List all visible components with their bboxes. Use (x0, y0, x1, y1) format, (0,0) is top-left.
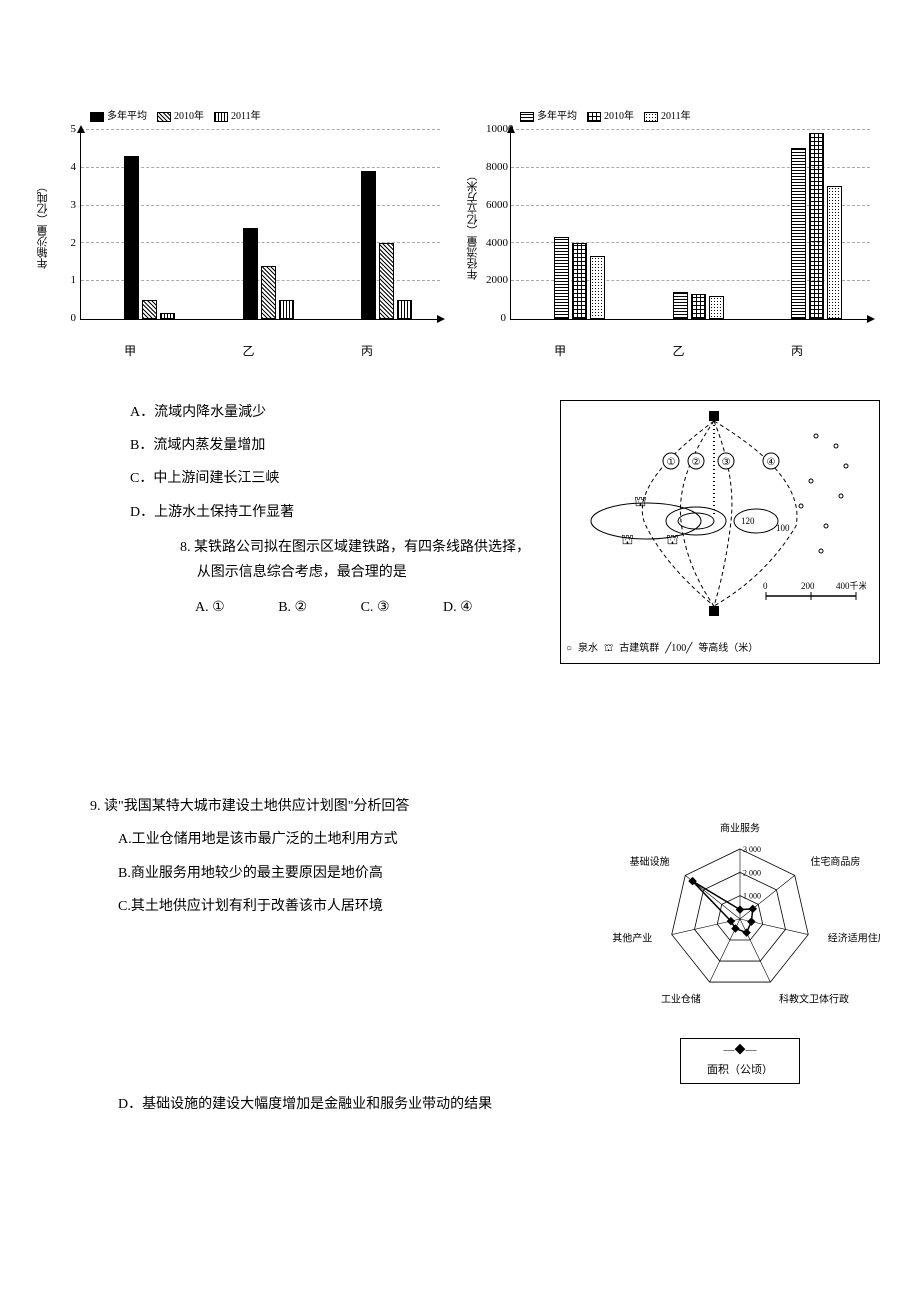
svg-text:③: ③ (722, 457, 731, 468)
q7-option-b: B．流域内蒸发量增加 (130, 433, 540, 458)
svg-text:1 000: 1 000 (743, 892, 761, 901)
q8: 8. 某铁路公司拟在图示区域建铁路，有四条线路供选择，从图示信息综合考虑，最合理… (130, 535, 540, 621)
radar-chart: 商业服务住宅商品房经济适用住房科教文卫体行政 工业仓储 其他产业 基础设施 1 000 2… (600, 794, 880, 1084)
svg-text:④: ④ (767, 457, 776, 468)
legend-spring: 泉水 (578, 640, 598, 658)
chart2-plot: 0200040006000800010000 甲乙丙 (510, 130, 870, 320)
svg-text:基础设施: 基础设施 (630, 855, 670, 868)
svg-text:①: ① (667, 457, 676, 468)
q7-option-c: C．中上游间建长江三峡 (130, 466, 540, 491)
map-svg: ① ② ③ ④ 120 100 ⛫ ⛫ ⛫ (566, 406, 866, 626)
chart2-legend-1: 多年平均 (537, 108, 577, 126)
q9-option-a: A.工业仓储用地是该市最广泛的土地利用方式 (90, 827, 580, 852)
sediment-chart: 多年平均 2010年 2011年 年输沙量（亿吨） 012345 甲乙丙 (40, 130, 450, 320)
svg-text:100: 100 (776, 523, 790, 533)
chart1-legend: 多年平均 2010年 2011年 (90, 108, 261, 126)
svg-text:3 000: 3 000 (743, 845, 761, 854)
chart2-legend: 多年平均 2010年 2011年 (520, 108, 691, 126)
q7-options: A．流域内降水量減少 B．流域内蒸发量增加 C．中上游间建长江三峡 D．上游水土… (40, 400, 540, 664)
chart1-legend-3: 2011年 (231, 108, 261, 126)
q9-option-b: B.商业服务用地较少的最主要原因是地价高 (90, 861, 580, 886)
chart1-legend-2: 2010年 (174, 108, 204, 126)
svg-text:2 000: 2 000 (743, 869, 761, 878)
legend-contour: 等高线（米） (698, 640, 758, 658)
chart2-legend-3: 2011年 (661, 108, 691, 126)
svg-text:⛫: ⛫ (634, 495, 647, 510)
chart1-plot: 012345 甲乙丙 (80, 130, 440, 320)
q8-option-d: D. ④ (443, 600, 498, 615)
chart1-ylabel: 年输沙量（亿吨） (34, 181, 54, 269)
runoff-chart: 多年平均 2010年 2011年 年径流量（亿立方米） 020004000600… (470, 130, 880, 320)
q8-stem: 8. 某铁路公司拟在图示区域建铁路，有四条线路供选择，从图示信息综合考虑，最合理… (180, 535, 540, 585)
q8-option-a: A. ① (195, 600, 250, 615)
svg-text:0: 0 (763, 581, 768, 591)
svg-text:工业仓储: 工业仓储 (661, 993, 701, 1006)
svg-text:120: 120 (741, 516, 755, 526)
q7-option-d: D．上游水土保持工作显著 (130, 500, 540, 525)
legend-heritage: 古建筑群 (619, 640, 659, 658)
radar-svg: 商业服务住宅商品房经济适用住房科教文卫体行政 工业仓储 其他产业 基础设施 1 000 2… (600, 794, 880, 1024)
map-legend: ○泉水 ⛫古建筑群 ╱100╱等高线（米） (566, 640, 874, 658)
q8-options: A. ① B. ② C. ③ D. ④ (180, 595, 540, 620)
svg-text:科教文卫体行政: 科教文卫体行政 (779, 993, 849, 1006)
chart2-legend-2: 2010年 (604, 108, 634, 126)
radar-legend: —◆— 面积（公顷） (680, 1038, 800, 1084)
svg-text:⛫: ⛫ (621, 533, 634, 548)
svg-text:⛫: ⛫ (666, 533, 679, 548)
svg-text:400千米: 400千米 (836, 580, 866, 591)
q8-option-c: C. ③ (361, 600, 415, 615)
top-charts-row: 多年平均 2010年 2011年 年输沙量（亿吨） 012345 甲乙丙 多年平… (40, 130, 880, 320)
q7-option-a: A．流域内降水量減少 (130, 400, 540, 425)
railway-route-map: ① ② ③ ④ 120 100 ⛫ ⛫ ⛫ (560, 400, 880, 664)
q7-q8-block: A．流域内降水量減少 B．流域内蒸发量增加 C．中上游间建长江三峡 D．上游水土… (40, 400, 880, 664)
q9-text: 9. 读"我国某特大城市建设土地供应计划图"分析回答 A.工业仓储用地是该市最广… (40, 794, 580, 1084)
chart1-legend-1: 多年平均 (107, 108, 147, 126)
svg-text:住宅商品房: 住宅商品房 (810, 855, 860, 868)
q8-option-b: B. ② (278, 600, 332, 615)
svg-text:②: ② (692, 457, 701, 468)
svg-text:经济适用住房: 经济适用住房 (828, 932, 880, 945)
q9-option-d: D．基础设施的建设大幅度增加是金融业和服务业带动的结果 (40, 1092, 880, 1117)
q9-option-c: C.其土地供应计划有利于改善该市人居环境 (90, 894, 580, 919)
q9-stem: 9. 读"我国某特大城市建设土地供应计划图"分析回答 (90, 794, 580, 819)
chart2-ylabel: 年径流量（亿立方米） (464, 170, 484, 280)
svg-text:200: 200 (801, 581, 815, 591)
svg-text:其他产业: 其他产业 (612, 932, 652, 945)
q9-block: 9. 读"我国某特大城市建设土地供应计划图"分析回答 A.工业仓储用地是该市最广… (40, 794, 880, 1084)
svg-text:商业服务: 商业服务 (720, 821, 760, 834)
